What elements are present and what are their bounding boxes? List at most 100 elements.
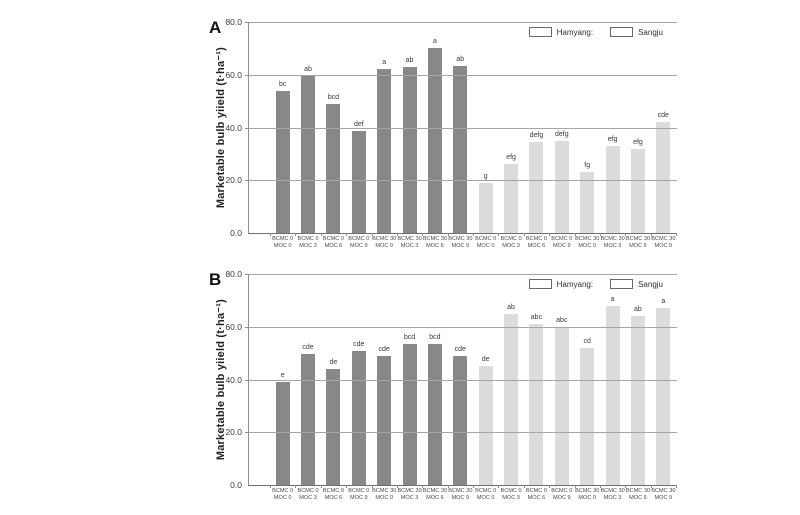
legend-label-sangju: Sangju [638, 27, 663, 37]
x-axis-category-label: BCMC 30 MOC 9 [448, 236, 472, 249]
significance-letter: ab [456, 55, 465, 63]
y-axis-tick-label: 80.0 [225, 17, 242, 27]
gridline [249, 432, 677, 434]
x-axis-category-label: BCMC 30 MOC 3 [397, 488, 421, 501]
x-axis-tick [346, 233, 348, 236]
gridline [249, 22, 677, 23]
x-axis-tick [320, 233, 322, 236]
x-axis-category-label: BCMC 0 MOC 6 [526, 488, 547, 501]
bar-slot: a BCMC 30 MOC 0 [372, 22, 397, 248]
x-axis-category-line: MOC 9 [654, 494, 673, 501]
x-axis-category-label: BCMC 0 MOC 6 [323, 236, 344, 249]
x-axis-category-line: MOC 6 [629, 494, 647, 501]
x-axis-category-line: BCMC 0 [500, 236, 522, 242]
x-axis-category-label: BCMC 0 MOC 3 [500, 488, 521, 501]
x-axis-category-line: BCMC 0 [348, 236, 370, 242]
x-axis-category-line: MOC 3 [603, 494, 622, 501]
x-axis-category-label: BCMC 0 MOC 3 [297, 488, 318, 501]
x-axis-tick [523, 485, 525, 488]
x-axis-category-label: BCMC 0 MOC 9 [348, 488, 369, 501]
x-axis-category-line: MOC 6 [324, 242, 343, 249]
panel-label: A [209, 18, 222, 37]
bar-sangju [656, 308, 671, 485]
bar-slot: a BCMC 30 MOC 9 [651, 274, 676, 500]
gridline [249, 274, 677, 275]
x-axis-category-line: BCMC 30 [600, 488, 625, 494]
x-axis-category-line: MOC 3 [299, 242, 317, 249]
x-axis-category-line: MOC 3 [400, 494, 419, 501]
x-axis-tick [371, 485, 373, 488]
bar-sangju [478, 182, 493, 233]
bars-region: bc BCMC 0 MOC 0 ab BCMC 0 MOC 3 bcd BCMC 0 MOC 6… [270, 22, 677, 249]
bar-slot: a BCMC 30 MOC 3 [600, 274, 625, 501]
x-axis-category-label: BCMC 0 MOC 9 [551, 236, 572, 249]
gridline [249, 326, 677, 328]
bar-sangju [580, 172, 595, 233]
x-axis-category-line: BCMC 30 [575, 488, 600, 494]
y-axis-tick-label: 80.0 [225, 269, 242, 279]
x-axis-category-line: BCMC 30 [600, 236, 625, 242]
x-axis-category-line: MOC 0 [476, 494, 495, 501]
x-axis-category-label: BCMC 30 MOC 6 [626, 488, 650, 501]
bar-slot: de BCMC 0 MOC 6 [321, 274, 346, 501]
x-axis-category-line: MOC 6 [426, 494, 444, 501]
significance-letter: a [610, 295, 615, 303]
x-axis-category-label: BCMC 30 MOC 9 [448, 488, 472, 501]
y-axis-tick [245, 127, 249, 129]
x-axis-tick [549, 233, 551, 236]
panel-label: B [209, 270, 222, 289]
x-axis-category-label: BCMC 0 MOC 6 [323, 488, 344, 501]
x-axis-category-line: BCMC 0 [475, 236, 497, 242]
x-axis-category-label: BCMC 30 MOC 6 [626, 236, 650, 249]
bar-hamyang [377, 69, 392, 233]
x-axis-category-line: MOC 0 [578, 494, 597, 501]
x-axis-tick [320, 485, 322, 488]
y-axis-tick-label: 40.0 [225, 374, 242, 385]
bar-slot: cde BCMC 0 MOC 3 [295, 274, 320, 500]
x-axis-tick [574, 233, 576, 236]
x-axis-category-line: BCMC 0 [500, 488, 522, 494]
significance-letter: efg [506, 154, 516, 162]
x-axis-category-line: BCMC 0 [551, 236, 573, 242]
bar-slot: cd BCMC 30 MOC 0 [575, 274, 600, 501]
x-axis-category-line: MOC 9 [654, 242, 673, 249]
x-axis-tick [650, 233, 652, 236]
x-axis-category-line: BCMC 0 [475, 488, 497, 494]
significance-letter: ab [304, 66, 312, 74]
bar-sangju [630, 316, 645, 485]
legend: Hamyang: Sangju [528, 279, 663, 289]
x-axis-category-line: MOC 0 [375, 494, 394, 501]
x-axis-category-label: BCMC 30 MOC 6 [423, 236, 447, 249]
chart-panel-b: B Marketable bulb yiield (t·ha⁻¹) Hamyan… [0, 260, 800, 510]
legend-label-sangju: Sangju [638, 279, 663, 289]
legend-label-hamyang: Hamyang: [556, 27, 594, 37]
x-axis-category-label: BCMC 30 MOC 9 [651, 236, 675, 249]
x-axis-category-label: BCMC 0 MOC 0 [475, 236, 496, 249]
x-axis-category-line: BCMC 30 [372, 236, 397, 242]
x-axis-category-line: MOC 6 [527, 494, 546, 501]
x-axis-category-line: BCMC 30 [575, 236, 600, 242]
bar-sangju [580, 347, 595, 485]
x-axis-category-line: MOC 3 [502, 242, 520, 249]
x-axis-category-label: BCMC 0 MOC 3 [500, 236, 521, 249]
x-axis-category-line: BCMC 0 [525, 488, 548, 494]
x-axis-category-line: BCMC 0 [297, 236, 319, 242]
y-axis-tick [245, 379, 249, 381]
y-axis-tick-label: 0.0 [230, 228, 242, 238]
x-axis-tick [447, 485, 449, 488]
x-axis-category-line: MOC 6 [426, 242, 444, 249]
x-axis-category-line: BCMC 30 [397, 488, 422, 494]
x-axis-tick [574, 485, 576, 488]
y-axis-tick [245, 22, 249, 23]
legend-swatch-hamyang [528, 27, 552, 37]
x-axis-tick [270, 233, 271, 236]
x-axis-category-line: MOC 6 [527, 242, 546, 249]
significance-letter: g [483, 172, 488, 180]
bar-sangju [656, 122, 671, 233]
x-axis-tick [599, 485, 601, 488]
x-axis-category-label: BCMC 30 MOC 3 [600, 488, 624, 501]
bar-hamyang [326, 103, 341, 233]
bar-sangju [554, 326, 569, 485]
bar-slot: ab BCMC 30 MOC 3 [397, 22, 422, 249]
